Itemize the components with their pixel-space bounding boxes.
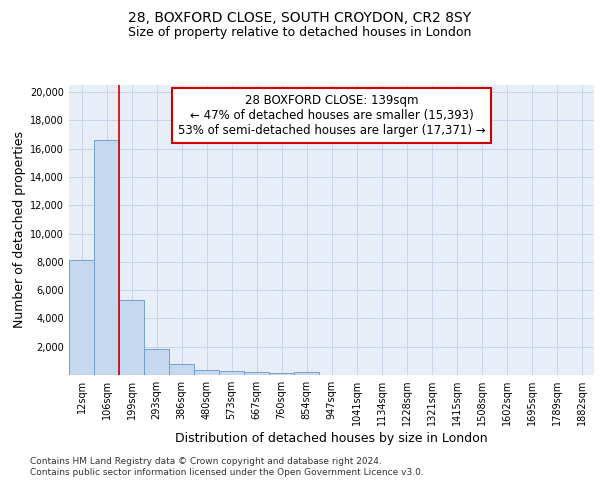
Bar: [219, 371, 244, 375]
Text: Contains HM Land Registry data © Crown copyright and database right 2024.
Contai: Contains HM Land Registry data © Crown c…: [30, 458, 424, 477]
Bar: [144, 349, 169, 375]
Bar: [294, 372, 319, 375]
Y-axis label: Number of detached properties: Number of detached properties: [13, 132, 26, 328]
Text: 28 BOXFORD CLOSE: 139sqm
← 47% of detached houses are smaller (15,393)
53% of se: 28 BOXFORD CLOSE: 139sqm ← 47% of detach…: [178, 94, 485, 136]
Bar: [119, 300, 144, 375]
Text: 28, BOXFORD CLOSE, SOUTH CROYDON, CR2 8SY: 28, BOXFORD CLOSE, SOUTH CROYDON, CR2 8S…: [128, 10, 472, 24]
Bar: [69, 260, 94, 375]
Bar: [94, 140, 119, 375]
Bar: [194, 370, 219, 375]
Bar: [269, 372, 294, 375]
Text: Size of property relative to detached houses in London: Size of property relative to detached ho…: [128, 26, 472, 39]
X-axis label: Distribution of detached houses by size in London: Distribution of detached houses by size …: [175, 432, 488, 446]
Bar: [169, 364, 194, 375]
Bar: [244, 372, 269, 375]
